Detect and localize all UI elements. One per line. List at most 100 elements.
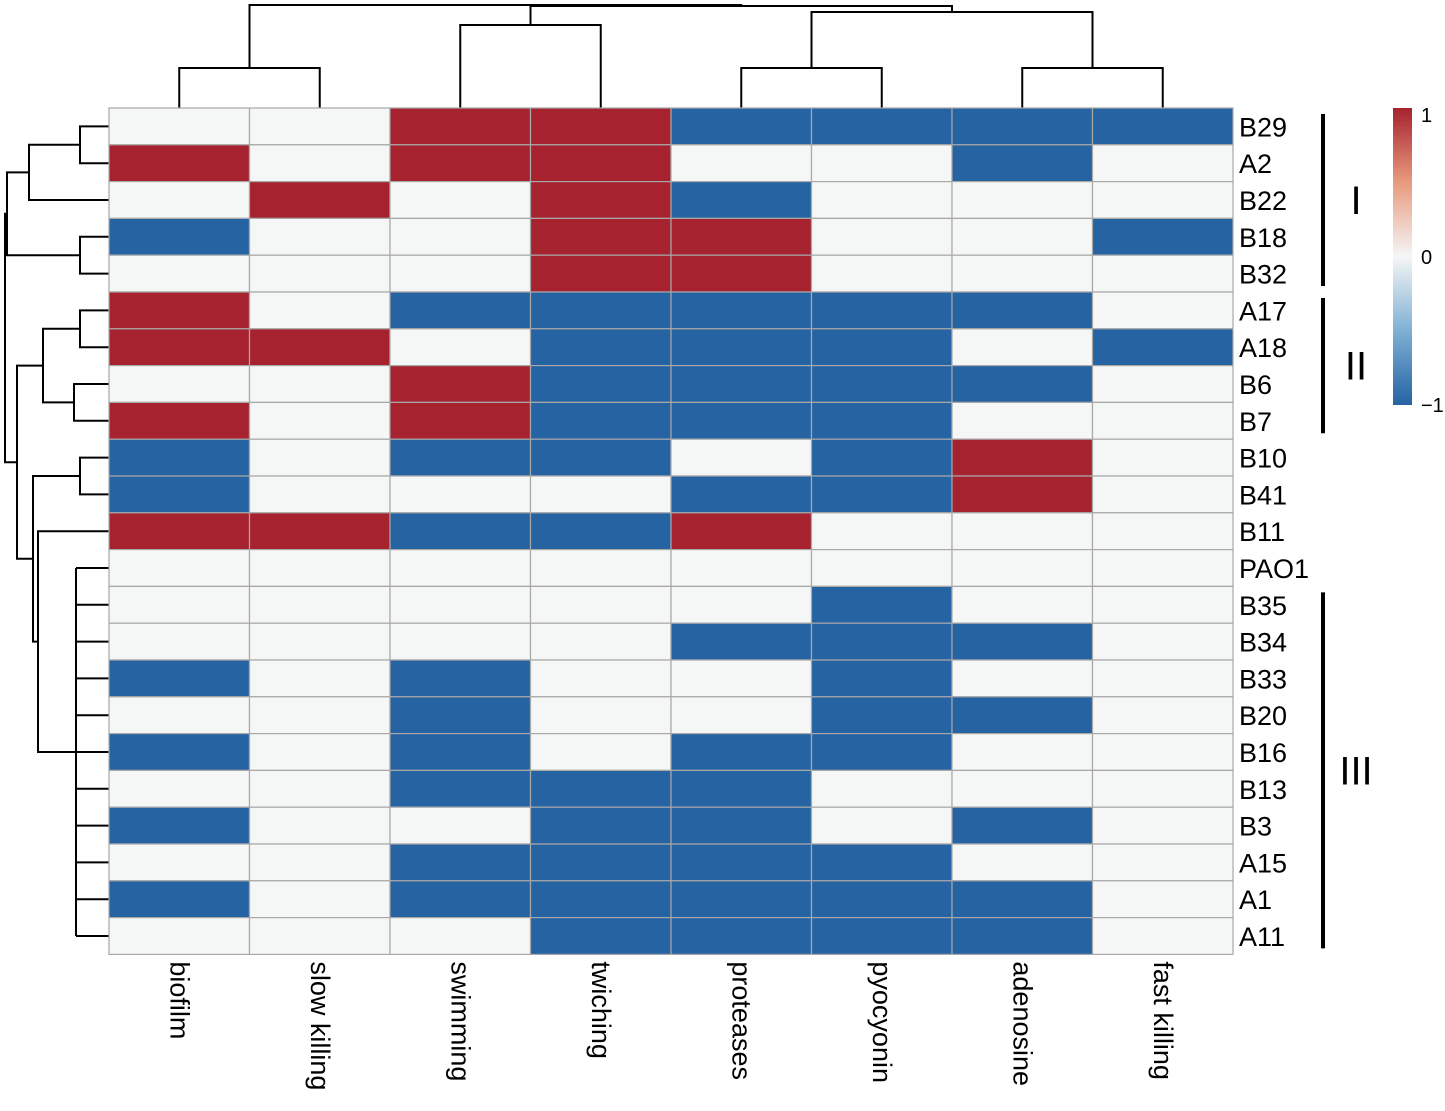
cell-a2-twiching <box>529 144 672 183</box>
cell-b10-slow-killing <box>248 438 391 477</box>
row-label-a18: A18 <box>1239 333 1287 363</box>
cell-a17-fast-killing <box>1091 291 1234 330</box>
cell-a11-twiching <box>529 916 672 955</box>
row-label-a1: A1 <box>1239 885 1272 915</box>
column-dendrogram-branch <box>178 67 321 108</box>
cell-b35-biofilm <box>108 585 251 624</box>
cell-b10-twiching <box>529 438 672 477</box>
row-label-a15: A15 <box>1239 848 1287 878</box>
cell-a15-adenosine <box>951 843 1094 882</box>
cell-b11-proteases <box>670 512 813 551</box>
color-legend: 1 0 −1 <box>1393 105 1444 417</box>
row-dendrogram-branch <box>16 364 43 560</box>
cell-b7-adenosine <box>951 401 1094 440</box>
cell-b20-slow-killing <box>248 696 391 735</box>
cell-a1-slow-killing <box>248 880 391 919</box>
cell-b34-swimming <box>389 622 532 661</box>
cell-b18-pyocyonin <box>810 217 953 256</box>
cell-b29-adenosine <box>951 107 1094 146</box>
cell-b34-fast-killing <box>1091 622 1234 661</box>
cell-b32-pyocyonin <box>810 254 953 293</box>
cell-b35-slow-killing <box>248 585 391 624</box>
cell-a17-proteases <box>670 291 813 330</box>
cell-b22-twiching <box>529 181 672 220</box>
cell-b22-slow-killing <box>248 181 391 220</box>
cell-b32-twiching <box>529 254 672 293</box>
cell-a18-adenosine <box>951 328 1094 367</box>
cell-b3-swimming <box>389 806 532 845</box>
cell-b18-swimming <box>389 217 532 256</box>
cell-b29-proteases <box>670 107 813 146</box>
cell-b18-twiching <box>529 217 672 256</box>
cell-a17-pyocyonin <box>810 291 953 330</box>
cell-a11-pyocyonin <box>810 916 953 955</box>
cell-a1-fast-killing <box>1091 880 1234 919</box>
cell-b33-fast-killing <box>1091 659 1234 698</box>
cell-b6-twiching <box>529 365 672 404</box>
cell-b3-twiching <box>529 806 672 845</box>
cell-b16-adenosine <box>951 732 1094 771</box>
row-dendrogram-branch <box>79 456 109 496</box>
cell-b33-pyocyonin <box>810 659 953 698</box>
cell-b29-twiching <box>529 107 672 146</box>
cell-b18-slow-killing <box>248 217 391 256</box>
cell-b13-pyocyonin <box>810 769 953 808</box>
cell-b13-adenosine <box>951 769 1094 808</box>
cell-a18-twiching <box>529 328 672 367</box>
cell-a18-pyocyonin <box>810 328 953 367</box>
cell-b10-proteases <box>670 438 813 477</box>
column-labels: biofilm slow killing swimming twiching prote… <box>164 961 1178 1090</box>
cell-b3-fast-killing <box>1091 806 1234 845</box>
legend-color-bar <box>1393 108 1412 405</box>
cell-b41-slow-killing <box>248 475 391 514</box>
cell-b29-pyocyonin <box>810 107 953 146</box>
cell-b41-swimming <box>389 475 532 514</box>
column-label-proteases: proteases <box>726 961 756 1080</box>
cell-b35-swimming <box>389 585 532 624</box>
row-label-b11: B11 <box>1239 517 1285 547</box>
cell-a17-twiching <box>529 291 672 330</box>
row-label-b29: B29 <box>1239 112 1287 142</box>
cell-a2-proteases <box>670 144 813 183</box>
cell-b33-adenosine <box>951 659 1094 698</box>
cell-pao1-proteases <box>670 548 813 587</box>
cell-a11-swimming <box>389 916 532 955</box>
cell-b20-swimming <box>389 696 532 735</box>
column-label-slow-killing: slow killing <box>305 961 335 1090</box>
cell-b35-adenosine <box>951 585 1094 624</box>
cell-b3-pyocyonin <box>810 806 953 845</box>
cell-b41-adenosine <box>951 475 1094 514</box>
cell-a17-adenosine <box>951 291 1094 330</box>
heatmap-cells <box>108 107 1234 955</box>
cell-b35-fast-killing <box>1091 585 1234 624</box>
cell-pao1-pyocyonin <box>810 548 953 587</box>
cell-a2-fast-killing <box>1091 144 1234 183</box>
cell-b6-biofilm <box>108 365 251 404</box>
row-label-b34: B34 <box>1239 628 1287 658</box>
cell-b41-biofilm <box>108 475 251 514</box>
row-label-b7: B7 <box>1239 407 1272 437</box>
cell-b34-biofilm <box>108 622 251 661</box>
cell-b18-proteases <box>670 217 813 256</box>
cell-b7-swimming <box>389 401 532 440</box>
cell-b33-biofilm <box>108 659 251 698</box>
cell-b41-twiching <box>529 475 672 514</box>
cell-a15-swimming <box>389 843 532 882</box>
cell-a1-swimming <box>389 880 532 919</box>
cell-b20-biofilm <box>108 696 251 735</box>
cell-pao1-slow-killing <box>248 548 391 587</box>
cell-b29-biofilm <box>108 107 251 146</box>
row-label-a11: A11 <box>1239 922 1285 952</box>
cell-b35-twiching <box>529 585 672 624</box>
cell-b29-swimming <box>389 107 532 146</box>
row-label-b16: B16 <box>1239 738 1287 768</box>
cell-b16-proteases <box>670 732 813 771</box>
cell-a11-biofilm <box>108 916 251 955</box>
cell-b7-twiching <box>529 401 672 440</box>
cell-b11-fast-killing <box>1091 512 1234 551</box>
cell-b34-adenosine <box>951 622 1094 661</box>
cell-b13-swimming <box>389 769 532 808</box>
cell-b11-slow-killing <box>248 512 391 551</box>
cell-pao1-adenosine <box>951 548 1094 587</box>
cell-a1-biofilm <box>108 880 251 919</box>
